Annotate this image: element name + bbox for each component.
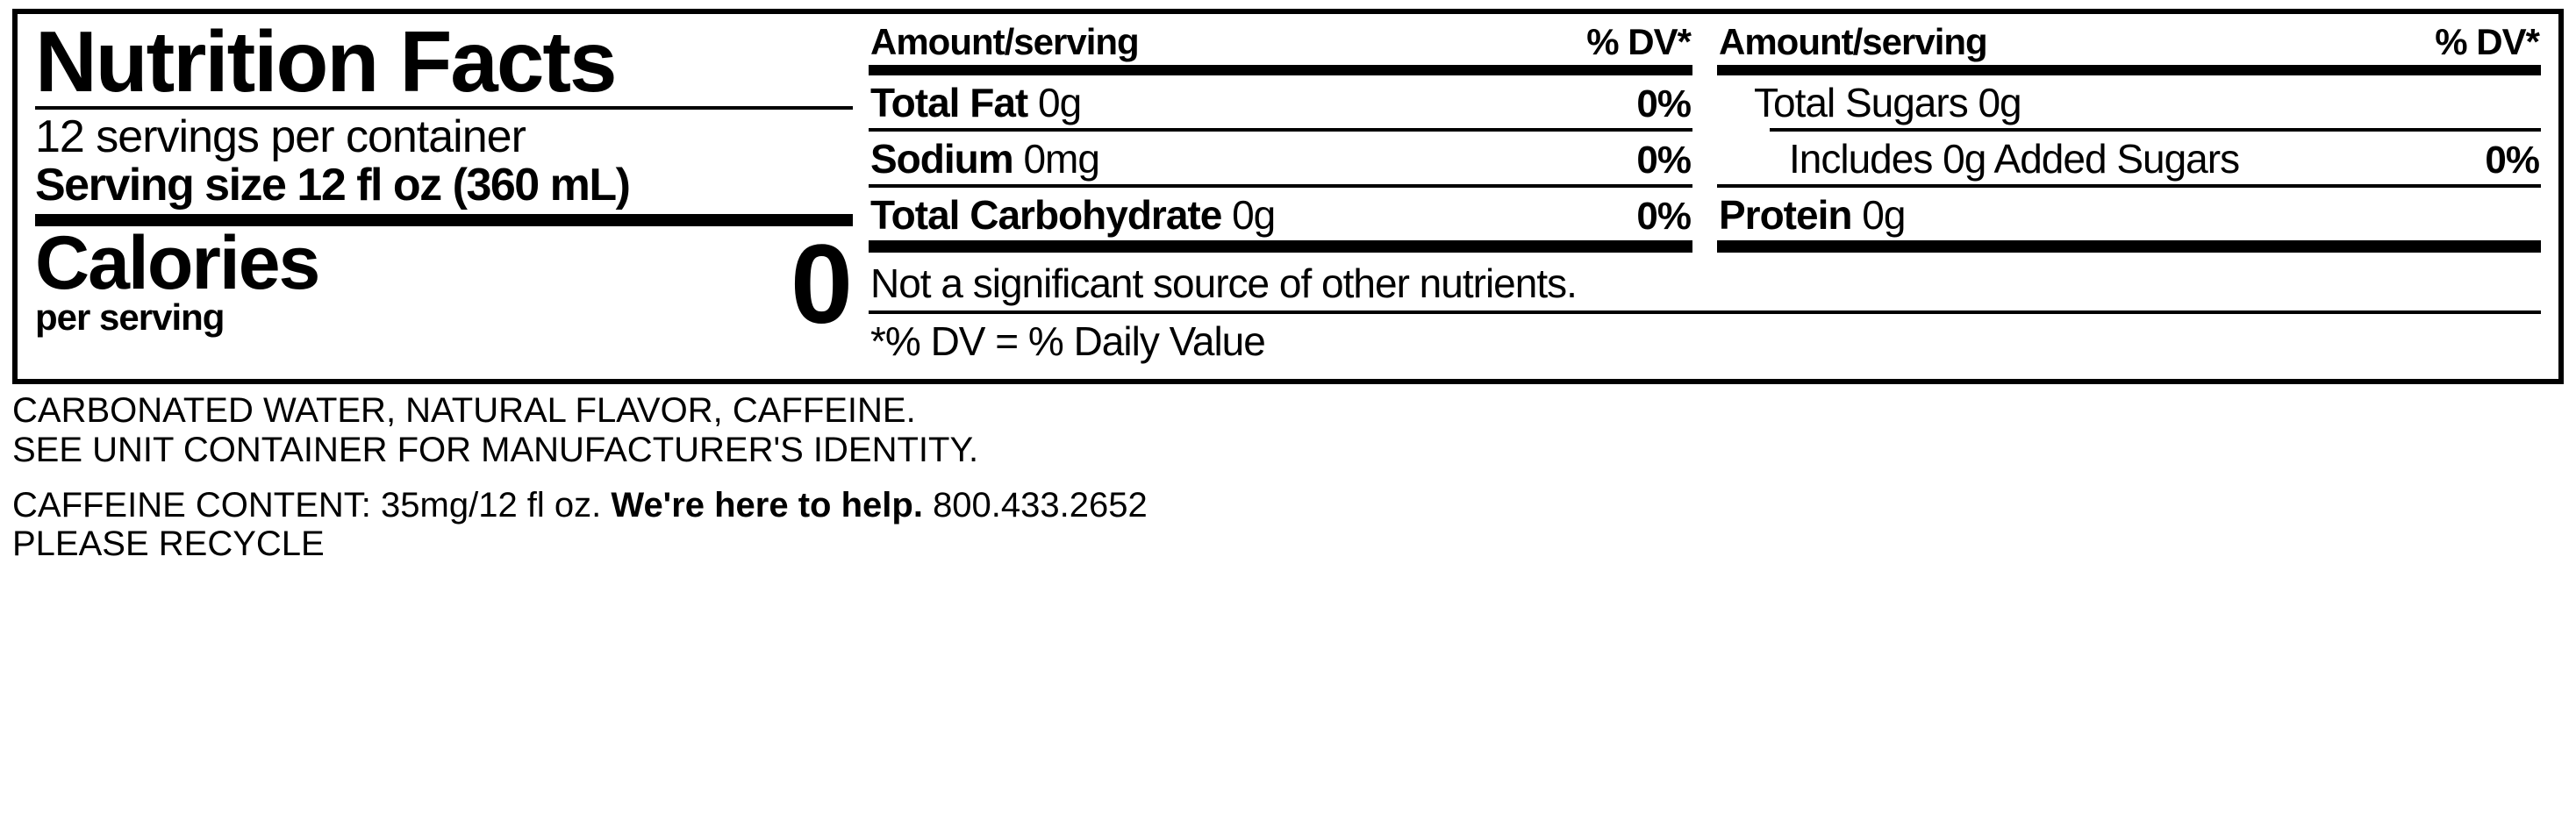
col-header-dv: % DV* [2435, 21, 2539, 63]
nutrient-row: Includes 0g Added Sugars 0% [1717, 132, 2541, 184]
ingredients-line: CARBONATED WATER, NATURAL FLAVOR, CAFFEI… [12, 391, 2564, 431]
nutrient-amount: 0g [1221, 192, 1275, 238]
calories-row: Calories per serving 0 [35, 228, 853, 335]
servings-per-container: 12 servings per container [35, 113, 853, 161]
manufacturer-line: SEE UNIT CONTAINER FOR MANUFACTURER'S ID… [12, 431, 2564, 470]
below-panel-text: CARBONATED WATER, NATURAL FLAVOR, CAFFEI… [12, 391, 2564, 564]
left-block: Nutrition Facts 12 servings per containe… [35, 21, 869, 368]
nutrient-row: Total Fat 0g 0% [869, 75, 1692, 128]
nutrition-facts-panel: Nutrition Facts 12 servings per containe… [12, 9, 2564, 384]
nutrition-facts-title: Nutrition Facts [35, 21, 853, 103]
help-text: We're here to help. [611, 486, 923, 525]
nutrient-dv: 0% [1636, 195, 1691, 239]
calories-sublabel: per serving [35, 300, 318, 335]
divider-thick [869, 240, 1692, 253]
nutrient-amount: 0mg [1013, 136, 1099, 182]
right-block: Amount/serving % DV* Total Fat 0g 0% Sod… [869, 21, 2541, 368]
caffeine-content: CAFFEINE CONTENT: 35mg/12 fl oz. [12, 486, 601, 525]
nutrient-col-1: Amount/serving % DV* Total Fat 0g 0% Sod… [869, 21, 1692, 253]
nutrient-amount: 0g [1851, 192, 1905, 238]
nutrient-amount: 0g [1027, 80, 1081, 125]
col-header-amount: Amount/serving [870, 21, 1139, 63]
nutrient-name-bold: Total Carbohydrate [870, 192, 1221, 238]
nutrient-dv: 0% [1636, 139, 1691, 182]
nutrient-name-bold: Total Fat [870, 80, 1027, 125]
footnote-line: *% DV = % Daily Value [869, 314, 2541, 368]
nutrient-row: Total Carbohydrate 0g 0% [869, 188, 1692, 240]
divider-thick [1717, 65, 2541, 75]
caffeine-help-line: CAFFEINE CONTENT: 35mg/12 fl oz. We're h… [12, 486, 2564, 525]
nutrient-col-2: Amount/serving % DV* Total Sugars 0g Inc… [1717, 21, 2541, 253]
nutrient-row: Sodium 0mg 0% [869, 132, 1692, 184]
col-header-amount: Amount/serving [1719, 21, 1987, 63]
divider [35, 106, 853, 110]
nutrient-name-bold: Protein [1719, 192, 1851, 238]
footnotes: Not a significant source of other nutrie… [869, 256, 2541, 368]
nutrient-amount: Total Sugars 0g [1719, 79, 2021, 126]
serving-size: Serving size 12 fl oz (360 mL) [35, 161, 853, 210]
calories-value: 0 [791, 234, 853, 335]
recycle-line: PLEASE RECYCLE [12, 525, 2564, 564]
calories-label: Calories [35, 228, 318, 300]
nutrient-row: Total Sugars 0g [1717, 75, 2541, 128]
divider-thick [1717, 240, 2541, 253]
footnote-line: Not a significant source of other nutrie… [869, 256, 2541, 310]
nutrient-dv: 0% [2485, 139, 2539, 182]
phone-number: 800.433.2652 [933, 486, 1148, 525]
nutrient-amount: Includes 0g Added Sugars [1719, 135, 2239, 182]
col-header-dv: % DV* [1586, 21, 1691, 63]
nutrient-row: Protein 0g [1717, 188, 2541, 240]
col-header: Amount/serving % DV* [1717, 21, 2541, 65]
col-header: Amount/serving % DV* [869, 21, 1692, 65]
nutrient-columns: Amount/serving % DV* Total Fat 0g 0% Sod… [869, 21, 2541, 253]
nutrient-name-bold: Sodium [870, 136, 1013, 182]
nutrient-dv: 0% [1636, 82, 1691, 126]
divider-thick [869, 65, 1692, 75]
